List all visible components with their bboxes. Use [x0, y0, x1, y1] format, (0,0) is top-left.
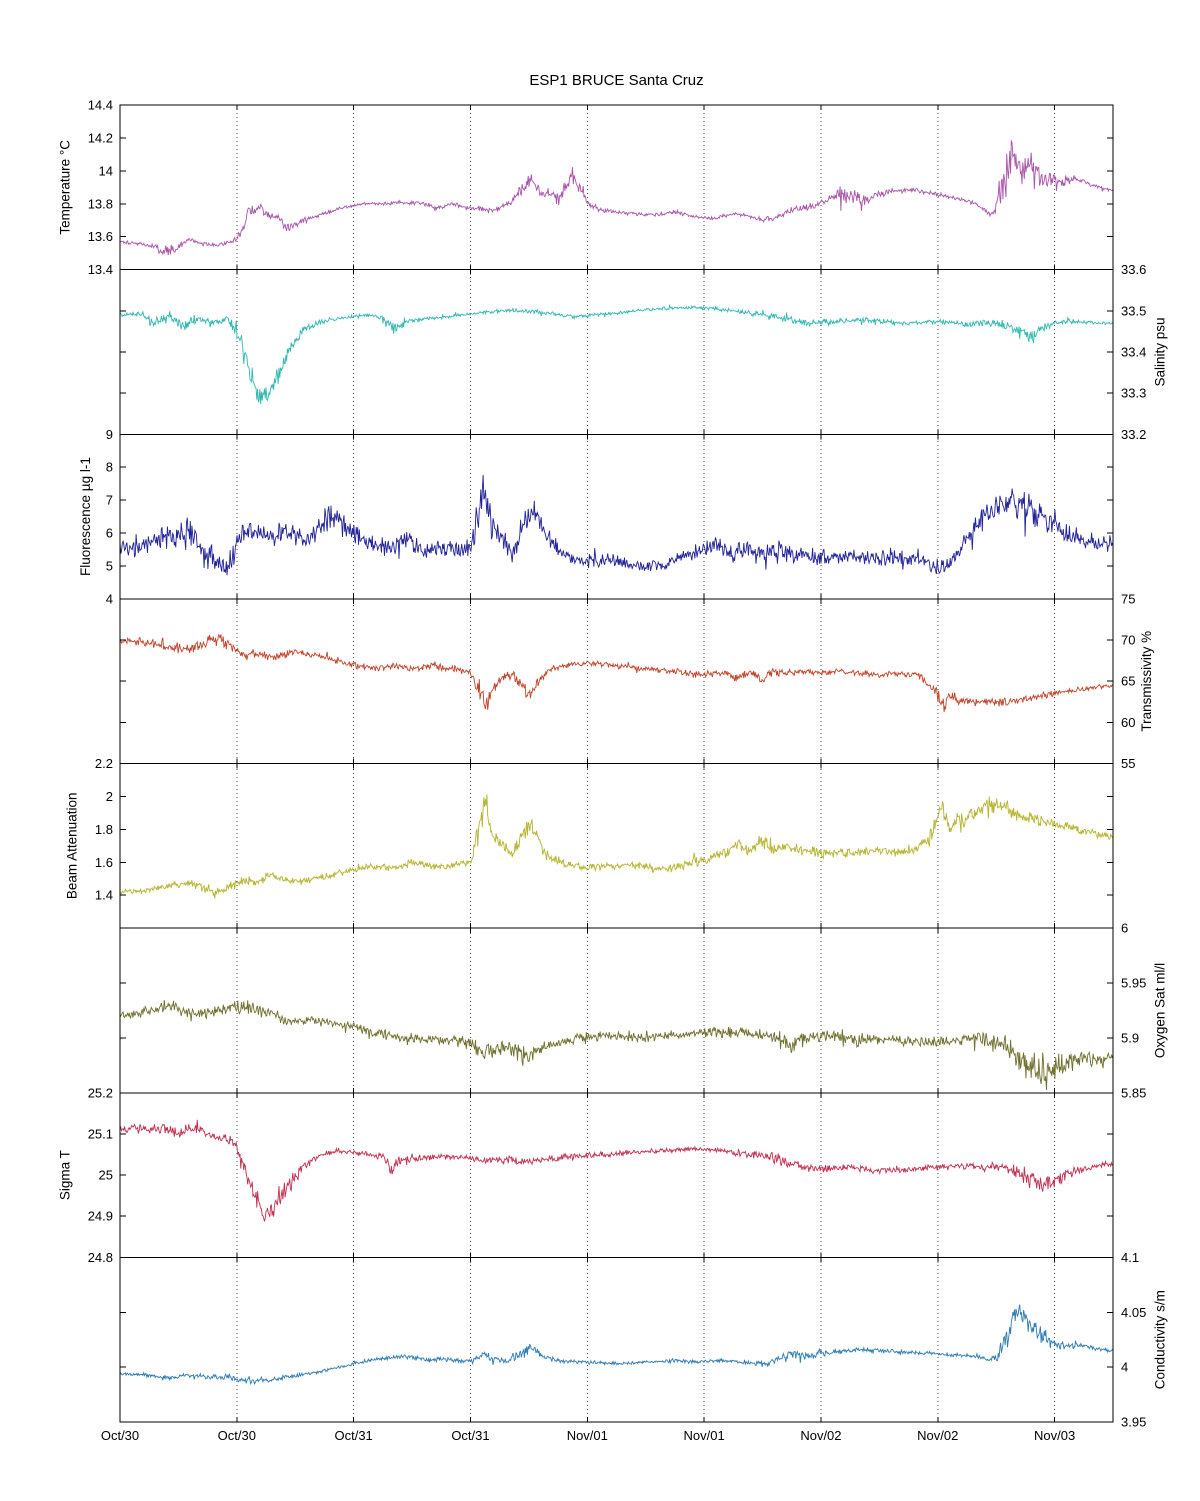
y-tick-label-fluorescence: 5: [106, 558, 113, 573]
y-tick-label-conductivity: 4.05: [1121, 1305, 1146, 1320]
y-tick-label-temperature: 14.4: [88, 98, 113, 113]
y-tick-label-beam-attenuation: 2.2: [95, 756, 113, 771]
panel-border-transmissivity: [119, 598, 1114, 764]
x-tick-label: Oct/31: [451, 1428, 489, 1443]
panel-border-salinity: [119, 269, 1114, 435]
y-tick-label-beam-attenuation: 1.6: [95, 855, 113, 870]
y-tick-label-salinity: 33.2: [1121, 427, 1146, 442]
y-tick-label-transmissivity: 65: [1121, 674, 1135, 689]
salinity-series-line: [119, 303, 1114, 405]
x-tick-label: Oct/31: [334, 1428, 372, 1443]
panel-border-sigma-t: [119, 1092, 1114, 1258]
sigma-t-series-line: [119, 1119, 1114, 1222]
y-tick-label-fluorescence: 8: [106, 460, 113, 475]
y-tick-label-sigma-t: 25.1: [88, 1126, 113, 1141]
y-axis-label-sigma-t: Sigma T: [57, 1150, 72, 1200]
y-tick-label-sigma-t: 24.8: [88, 1250, 113, 1265]
y-tick-label-conductivity: 4: [1121, 1360, 1128, 1375]
y-tick-label-sigma-t: 25.2: [88, 1085, 113, 1100]
y-tick-label-oxygen-sat: 6: [1121, 921, 1128, 936]
y-tick-label-beam-attenuation: 2: [106, 789, 113, 804]
x-tick-label: Nov/02: [800, 1428, 841, 1443]
y-tick-label-transmissivity: 70: [1121, 633, 1135, 648]
x-tick-label: Oct/30: [101, 1428, 139, 1443]
x-tick-label: Nov/03: [1034, 1428, 1075, 1443]
y-tick-label-salinity: 33.5: [1121, 303, 1146, 318]
panel-border-beam-attenuation: [119, 763, 1114, 929]
x-tick-label: Nov/01: [567, 1428, 608, 1443]
y-tick-label-sigma-t: 24.9: [88, 1209, 113, 1224]
y-axis-label-oxygen-sat: Oxygen Sat ml/l: [1153, 963, 1168, 1058]
y-tick-label-salinity: 33.6: [1121, 262, 1146, 277]
x-tick-label: Nov/02: [917, 1428, 958, 1443]
panel-border-fluorescence: [119, 433, 1114, 600]
y-axis-label-transmissivity: Transmissivity %: [1139, 631, 1154, 732]
y-tick-label-temperature: 13.4: [88, 262, 113, 277]
y-tick-label-salinity: 33.3: [1121, 386, 1146, 401]
y-axis-label-salinity: Salinity psu: [1153, 317, 1168, 386]
y-tick-label-temperature: 13.8: [88, 196, 113, 211]
x-tick-label: Oct/30: [218, 1428, 256, 1443]
oxygen-sat-series-line: [119, 1000, 1114, 1091]
y-tick-label-temperature: 14.2: [88, 130, 113, 145]
y-tick-label-beam-attenuation: 1.8: [95, 822, 113, 837]
y-tick-label-fluorescence: 9: [106, 427, 113, 442]
y-tick-label-sigma-t: 25: [99, 1168, 113, 1183]
y-tick-label-oxygen-sat: 5.95: [1121, 976, 1146, 991]
y-tick-label-temperature: 14: [99, 163, 113, 178]
y-tick-label-temperature: 13.6: [88, 229, 113, 244]
fluorescence-series-line: [119, 474, 1114, 576]
temperature-series-line: [119, 140, 1114, 256]
y-axis-label-beam-attenuation: Beam Attenuation: [64, 793, 79, 900]
panel-border-temperature: [119, 104, 1114, 271]
y-axis-label-fluorescence: Fluorescence µg l-1: [78, 457, 93, 576]
y-tick-label-fluorescence: 7: [106, 493, 113, 508]
y-axis-label-temperature: Temperature °C: [57, 140, 72, 235]
y-tick-label-fluorescence: 4: [106, 591, 113, 606]
conductivity-series-line: [119, 1304, 1114, 1386]
beam-attenuation-series-line: [119, 794, 1114, 899]
x-tick-label: Nov/01: [684, 1428, 725, 1443]
panel-border-conductivity: [119, 1256, 1114, 1423]
y-tick-label-conductivity: 3.95: [1121, 1415, 1146, 1430]
y-tick-label-oxygen-sat: 5.9: [1121, 1030, 1139, 1045]
y-tick-label-fluorescence: 6: [106, 526, 113, 541]
y-axis-label-conductivity: Conductivity s/m: [1153, 1290, 1168, 1389]
chart-title: ESP1 BRUCE Santa Cruz: [529, 72, 704, 89]
transmissivity-series-line: [119, 634, 1113, 713]
y-tick-label-oxygen-sat: 5.85: [1121, 1085, 1146, 1100]
y-tick-label-beam-attenuation: 1.4: [95, 888, 113, 903]
y-tick-label-salinity: 33.4: [1121, 344, 1146, 359]
y-tick-label-transmissivity: 60: [1121, 715, 1135, 730]
y-tick-label-conductivity: 4.1: [1121, 1250, 1139, 1265]
y-tick-label-transmissivity: 75: [1121, 591, 1135, 606]
y-tick-label-transmissivity: 55: [1121, 756, 1135, 771]
